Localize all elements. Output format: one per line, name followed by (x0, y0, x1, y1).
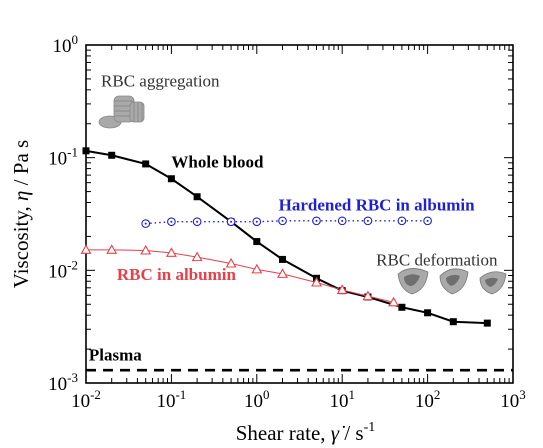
data-point (165, 247, 177, 257)
data-point (449, 318, 457, 326)
series-label-plasma: Plasma (89, 346, 142, 365)
data-point (397, 216, 407, 226)
series-hardened-rbc-in-albumin (141, 216, 432, 228)
data-point (252, 217, 262, 227)
data-point (363, 216, 373, 226)
plot-frame (85, 44, 514, 384)
x-tick-label: 10-1 (156, 387, 186, 412)
data-point (167, 217, 176, 227)
data-point (106, 244, 118, 254)
y-tick-label: 10-3 (48, 370, 78, 395)
series-label-hardened-rbc-in-albumin: Hardened RBC in albumin (279, 195, 476, 214)
data-point (226, 217, 236, 227)
data-point (82, 147, 90, 155)
data-point (251, 263, 263, 274)
data-point (80, 244, 92, 254)
data-point (424, 309, 432, 317)
x-tick-label: 10-2 (71, 387, 101, 412)
data-point (337, 216, 347, 226)
data-point (253, 238, 261, 246)
data-point (362, 290, 374, 301)
data-point (398, 303, 406, 311)
data-point (191, 251, 203, 262)
x-axis-title: Shear rate, γ̇ / s-1 (236, 420, 376, 445)
x-tick-label: 101 (329, 387, 355, 412)
data-point (423, 216, 432, 226)
series-rbc-in-albumin (80, 244, 400, 307)
data-point (278, 216, 287, 226)
series-label-rbc-in-albumin: RBC in albumin (117, 265, 237, 284)
data-point (311, 276, 322, 287)
rbc-aggregation-icon (98, 95, 145, 129)
data-point (142, 160, 150, 168)
data-point (140, 244, 152, 255)
x-tick-label: 100 (244, 387, 270, 412)
series-layer (80, 147, 513, 372)
data-point (312, 216, 321, 226)
y-tick-label: 10-2 (48, 257, 78, 282)
series-whole-blood (82, 147, 491, 327)
data-point (483, 319, 491, 327)
series-line (85, 149, 488, 325)
rbc-deformation-icon (397, 268, 507, 295)
icon-layer (98, 95, 507, 295)
data-point (141, 219, 151, 228)
series-line (86, 249, 394, 303)
y-tick-label: 10-1 (48, 145, 78, 170)
data-point (225, 257, 237, 268)
data-point (277, 268, 288, 278)
data-point (388, 296, 400, 307)
y-tick-label: 100 (53, 32, 79, 57)
series-label-whole-blood: Whole blood (171, 152, 264, 171)
data-point (192, 217, 202, 227)
annotation-rbc-deformation: RBC deformation (376, 251, 498, 270)
data-point (167, 175, 175, 183)
label-layer: 10-2 10-1 100 101 102 10310-310-210-1100Shear… (9, 32, 526, 445)
x-tick-label: 103 (500, 387, 526, 412)
data-point (193, 193, 201, 201)
data-point (336, 284, 348, 294)
y-axis-title: Viscosity, η / Pa s (9, 140, 33, 288)
annotation-rbc-aggregation: RBC aggregation (101, 71, 220, 90)
x-tick-label: 102 (415, 387, 441, 412)
data-point (108, 151, 116, 159)
data-point (279, 255, 287, 263)
plot-area (85, 44, 514, 384)
